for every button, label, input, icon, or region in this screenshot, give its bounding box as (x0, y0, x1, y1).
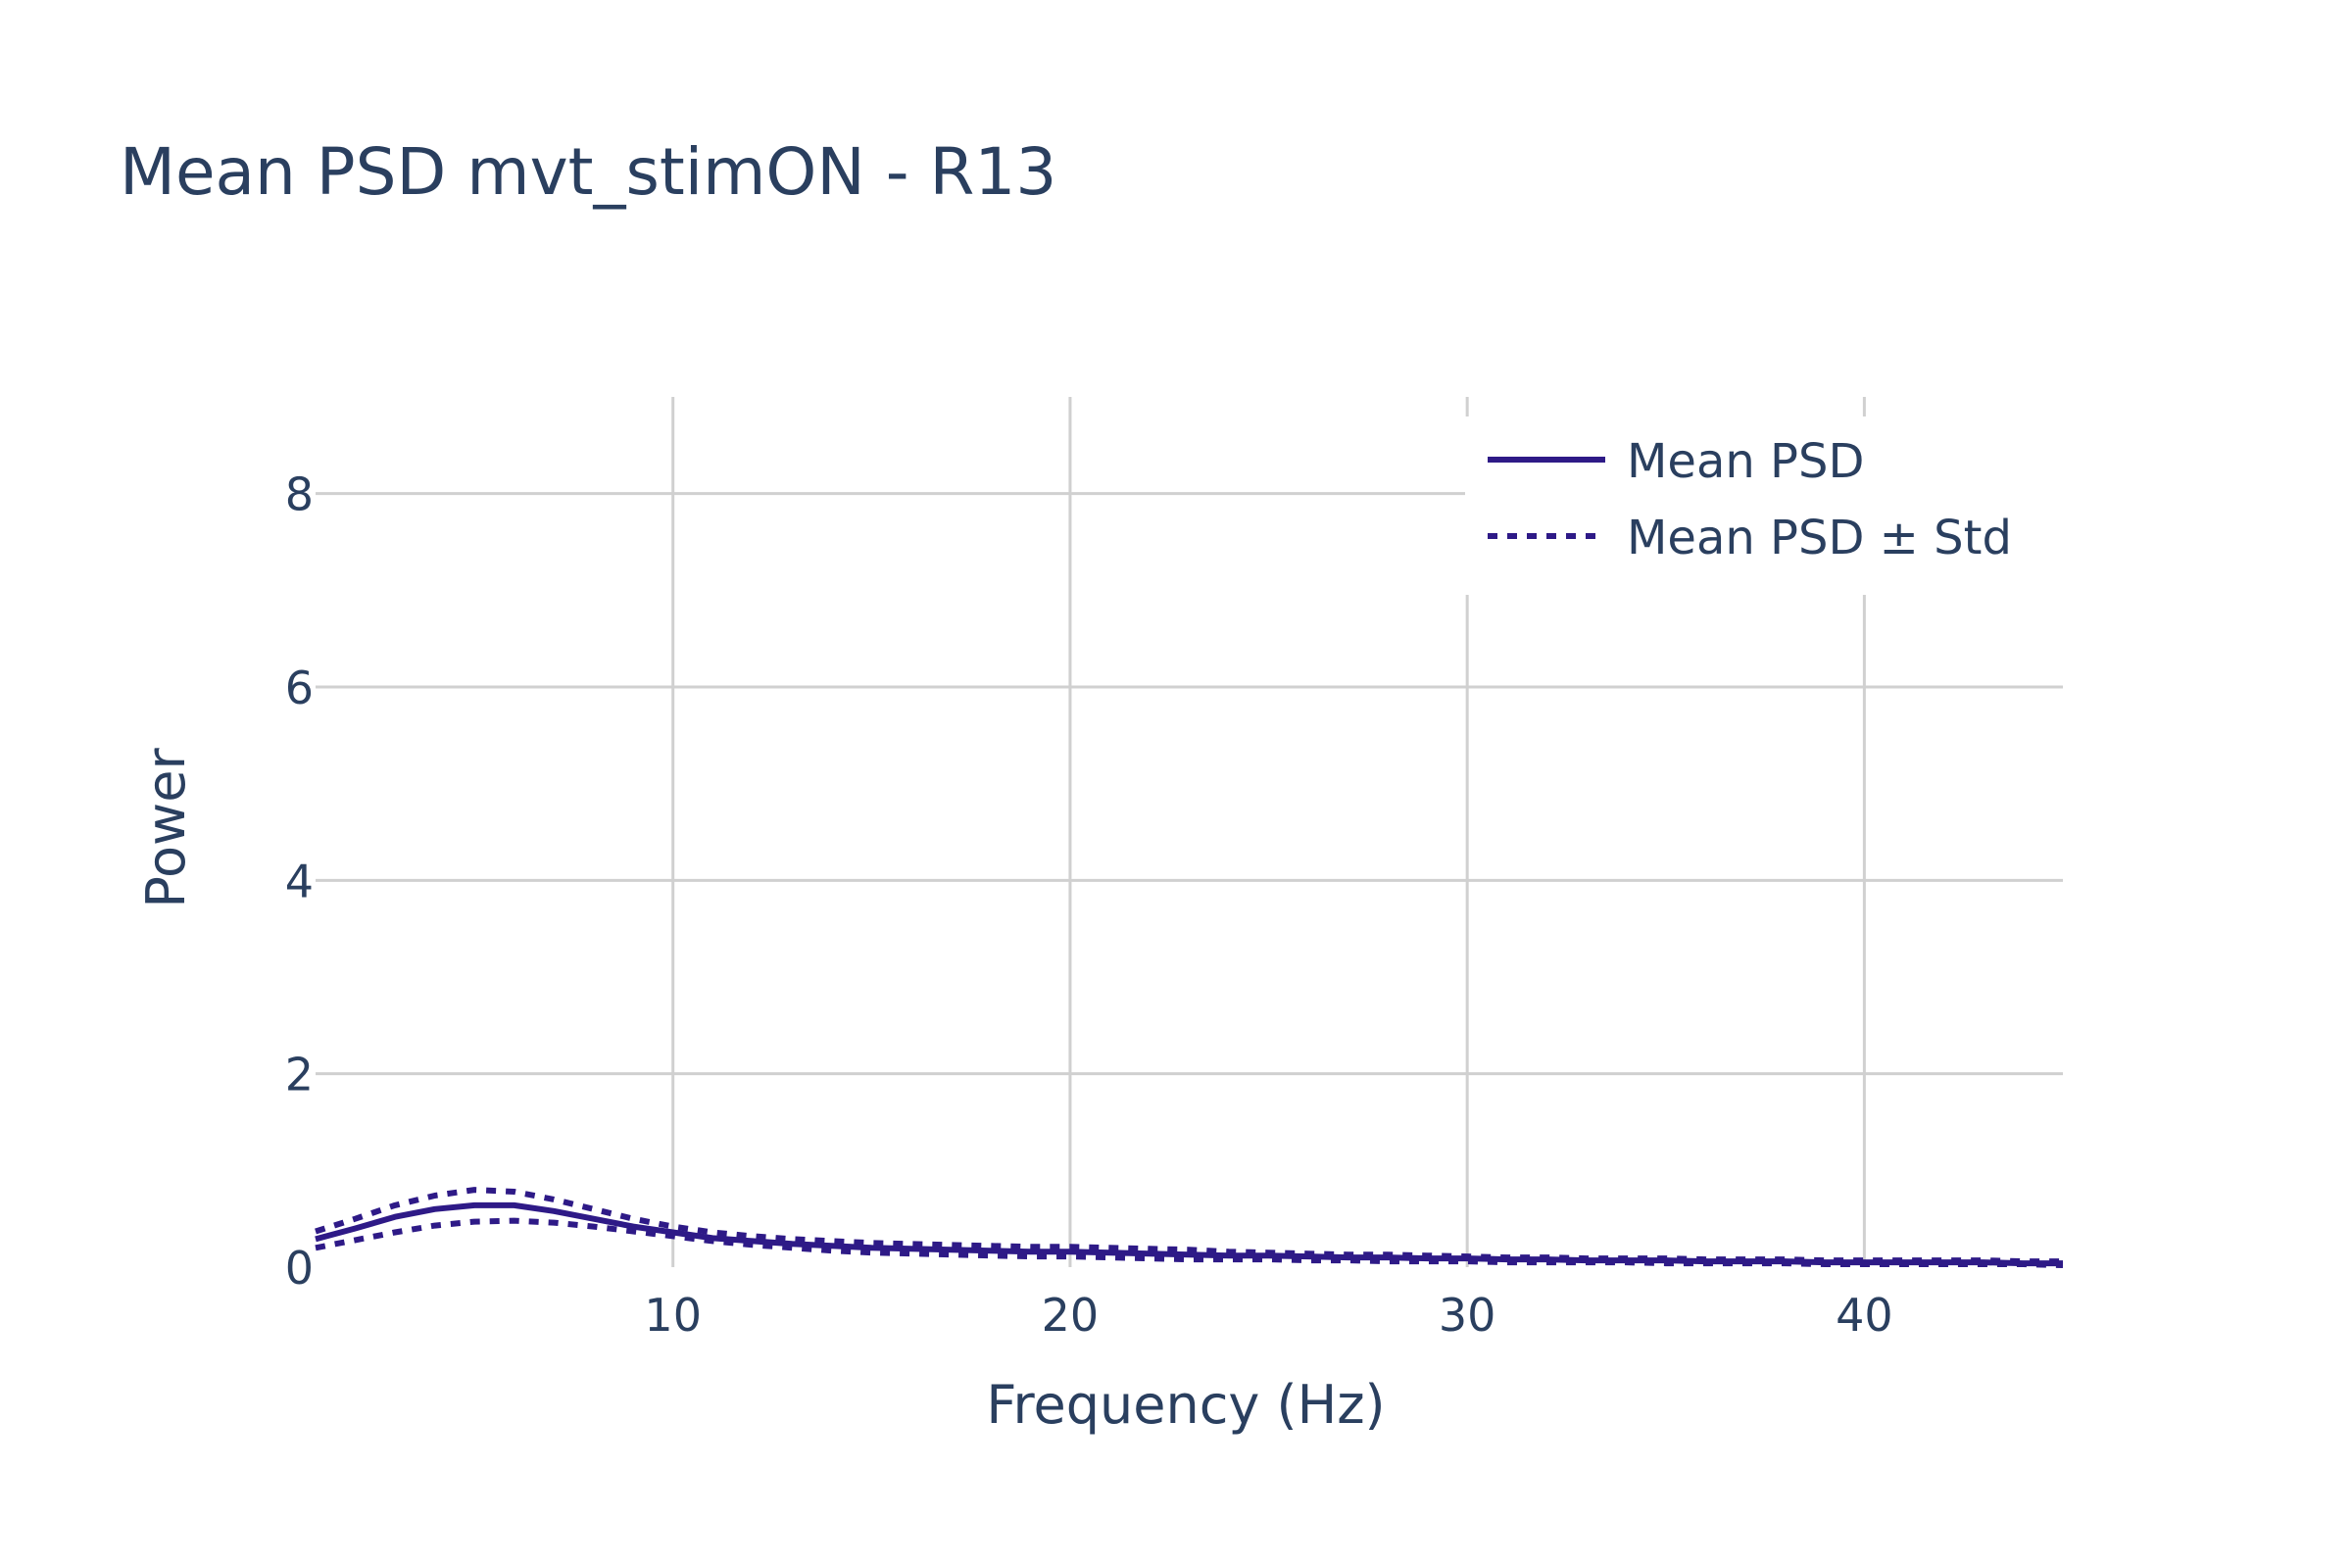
y-tick-label: 2 (285, 1049, 314, 1102)
mean-psd-line (315, 1201, 2063, 1267)
x-tick-label: 30 (1439, 1289, 1496, 1342)
x-tick-label: 40 (1836, 1289, 1893, 1342)
x-axis-title: Frequency (Hz) (986, 1374, 1385, 1436)
y-tick-label: 6 (285, 662, 314, 714)
axis-ticks: 10 20 30 40 0 2 4 6 8 (285, 468, 1893, 1342)
y-tick-label: 0 (285, 1242, 314, 1295)
y-tick-label: 8 (285, 468, 314, 521)
x-tick-label: 20 (1042, 1289, 1100, 1342)
x-tick-label: 10 (644, 1289, 702, 1342)
legend-label-mean-psd: Mean PSD (1627, 434, 1864, 489)
std-upper-line (315, 1187, 2063, 1265)
legend-background (1465, 416, 2073, 595)
legend-label-mean-psd-std: Mean PSD ± Std (1627, 511, 2012, 565)
legend: Mean PSD Mean PSD ± Std (1465, 416, 2073, 595)
chart-title: Mean PSD mvt_stimON - R13 (120, 134, 1056, 210)
y-tick-label: 4 (285, 855, 314, 907)
y-axis-title: Power (135, 748, 197, 908)
plot-lines (315, 1187, 2064, 1268)
